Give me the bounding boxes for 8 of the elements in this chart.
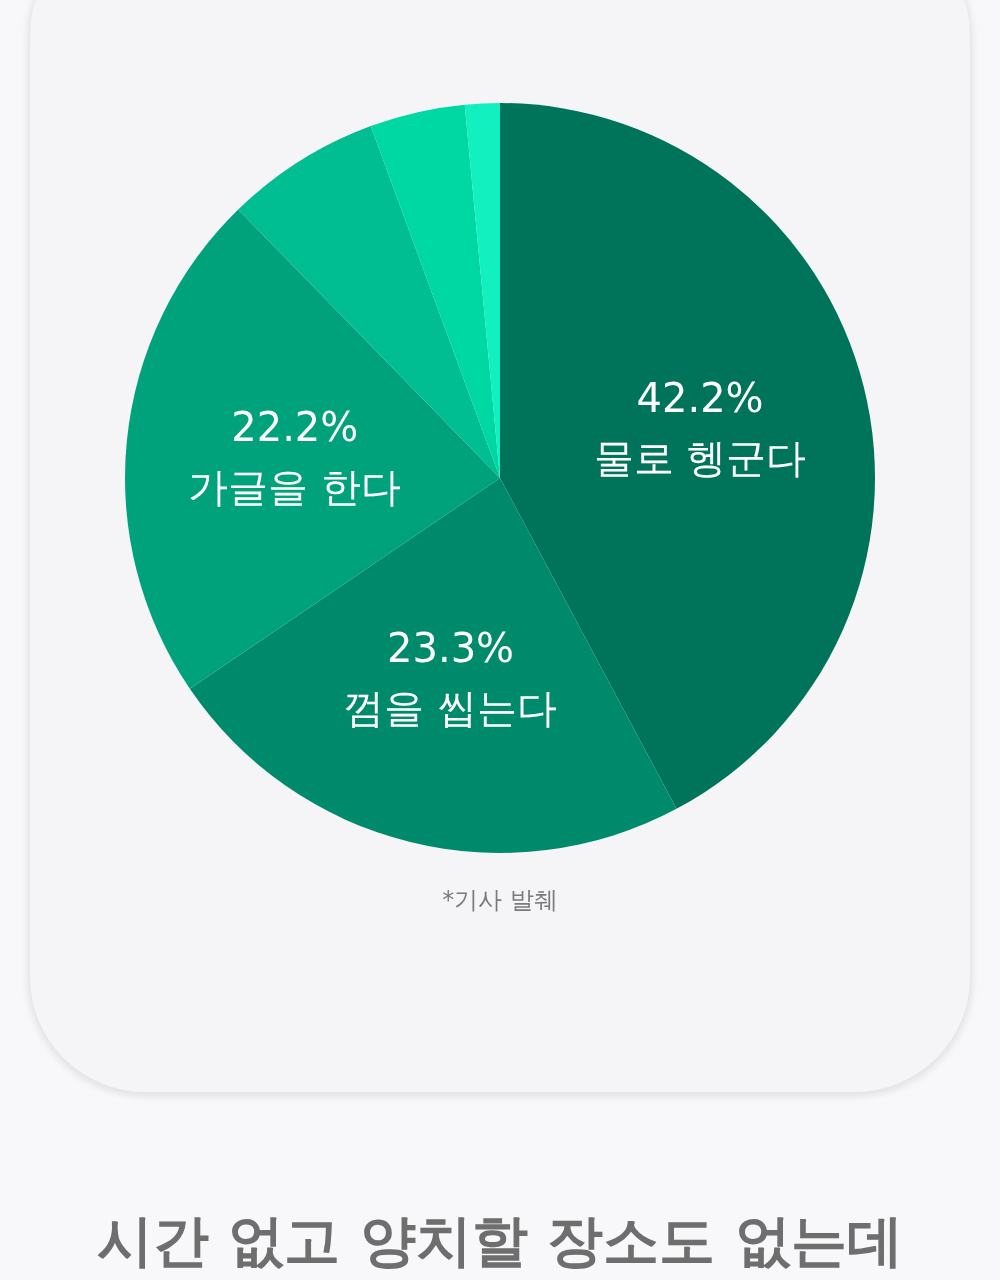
- slice-label: 물로 헹군다: [593, 434, 807, 481]
- slice-label: 껌을 씹는다: [344, 685, 557, 732]
- data-label: 42.2%: [636, 374, 764, 421]
- text: 시간 없고 양치할 장소도 없는데: [97, 1208, 903, 1273]
- data-label: 23.3%: [387, 625, 515, 672]
- slice-label: 가글을 한다: [188, 464, 402, 511]
- text: *기사 발췌: [442, 886, 558, 914]
- data-label: 22.2%: [231, 404, 359, 451]
